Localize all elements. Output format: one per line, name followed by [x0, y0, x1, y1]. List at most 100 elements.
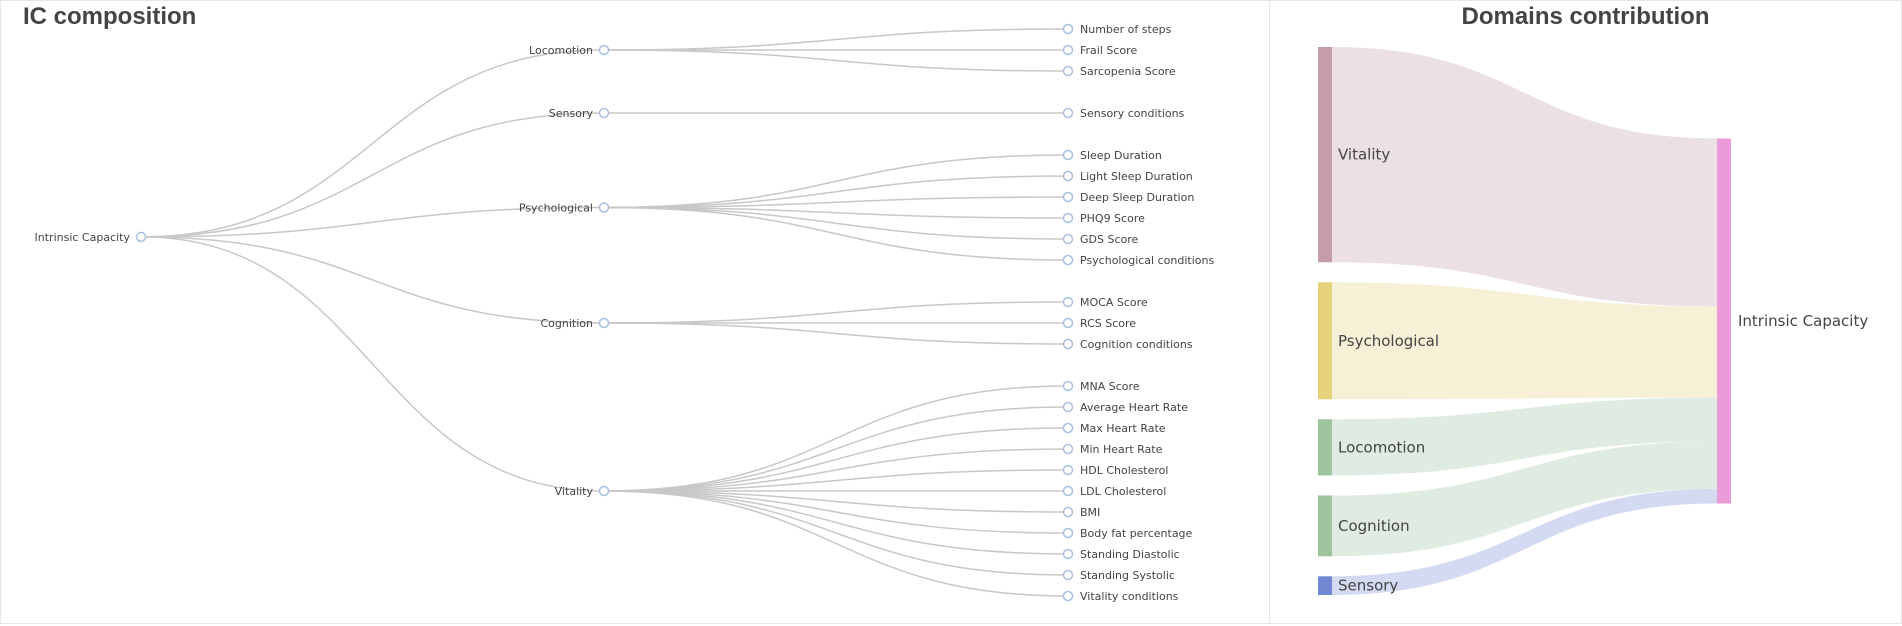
sankey-node-vitality[interactable]: [1318, 47, 1332, 263]
tree-label-rcs-score: RCS Score: [1080, 317, 1136, 330]
sankey-link-vitality[interactable]: [1332, 47, 1717, 307]
tree-node-sleep-duration[interactable]: [1062, 149, 1074, 161]
tree-label-psychological-conditions: Psychological conditions: [1080, 254, 1214, 267]
ic-composition-title: IC composition: [23, 3, 197, 30]
domains-contribution-sankey: Vitality Psychological Locomotion Cognition…: [1318, 47, 1868, 595]
sankey-label-cognition: Cognition: [1338, 517, 1410, 535]
tree-label-hdl-cholesterol: HDL Cholesterol: [1080, 464, 1168, 477]
tree-node-phq9-score[interactable]: [1062, 212, 1074, 224]
tree-link-vitality-vitality-conditions: [603, 490, 1069, 597]
tree-link-vitality-standing-systolic: [603, 490, 1069, 576]
sankey-link-sensory[interactable]: [1332, 488, 1717, 595]
tree-node-body-fat-percentage[interactable]: [1062, 527, 1074, 539]
tree-link-locomotion-number-of-steps: [603, 28, 1069, 51]
tree-node-bmi[interactable]: [1062, 506, 1074, 518]
tree-node-psychological[interactable]: [598, 202, 610, 213]
tree-label-root: Intrinsic Capacity: [35, 231, 131, 244]
tree-label-gds-score: GDS Score: [1080, 233, 1139, 246]
tree-label-locomotion: Locomotion: [529, 44, 593, 57]
tree-node-cognition-conditions[interactable]: [1062, 338, 1074, 350]
tree-link-vitality-max-heart-rate: [603, 427, 1069, 492]
sankey-node-psychological[interactable]: [1318, 282, 1332, 400]
tree-label-mna-score: MNA Score: [1080, 380, 1140, 393]
sankey-node-sensory[interactable]: [1318, 576, 1332, 595]
tree-node-standing-diastolic[interactable]: [1062, 548, 1074, 560]
tree-link-root-locomotion: [140, 49, 605, 238]
tree-label-bmi: BMI: [1080, 506, 1100, 519]
sankey-links: [1332, 47, 1717, 595]
tree-node-locomotion[interactable]: [598, 44, 610, 56]
tree-label-standing-diastolic: Standing Diastolic: [1080, 548, 1180, 561]
tree-label-phq9-score: PHQ9 Score: [1080, 212, 1145, 225]
tree-node-vitality[interactable]: [598, 485, 610, 497]
tree-node-deep-sleep-duration[interactable]: [1062, 191, 1074, 203]
tree-node-light-sleep-duration[interactable]: [1062, 170, 1074, 182]
sankey-label-sensory: Sensory: [1338, 577, 1398, 595]
tree-node-sensory-conditions[interactable]: [1062, 107, 1074, 119]
tree-link-cognition-cognition-conditions: [603, 322, 1069, 345]
tree-node-cognition[interactable]: [598, 317, 610, 329]
tree-label-light-sleep-duration: Light Sleep Duration: [1080, 170, 1193, 183]
sankey-label-psychological: Psychological: [1338, 332, 1439, 350]
tree-node-vitality-conditions[interactable]: [1062, 590, 1074, 602]
tree-link-cognition-moca-score: [603, 301, 1069, 324]
tree-label-cognition: Cognition: [541, 317, 594, 330]
tree-node-hdl-cholesterol[interactable]: [1062, 464, 1074, 476]
tree-node-number-of-steps[interactable]: [1062, 23, 1074, 35]
tree-link-root-psychological: [140, 206, 605, 238]
tree-node-average-heart-rate[interactable]: [1062, 401, 1074, 413]
tree-label-average-heart-rate: Average Heart Rate: [1080, 401, 1188, 414]
tree-node-gds-score[interactable]: [1062, 233, 1074, 245]
tree-link-psychological-light-sleep-duration: [603, 175, 1069, 209]
tree-label-sarcopenia-score: Sarcopenia Score: [1080, 65, 1176, 78]
tree-node-root[interactable]: [135, 231, 147, 243]
tree-link-root-vitality: [140, 236, 605, 492]
tree-label-sensory: Sensory: [549, 107, 594, 120]
tree-node-rcs-score[interactable]: [1062, 317, 1074, 329]
tree-link-psychological-psychological-conditions: [603, 206, 1069, 261]
tree-node-moca-score[interactable]: [1062, 296, 1074, 308]
tree-node-psychological-conditions[interactable]: [1062, 254, 1074, 266]
sankey-node-locomotion[interactable]: [1318, 419, 1332, 476]
domains-contribution-panel: Domains contribution Vitality Psychologic…: [1269, 0, 1902, 624]
tree-label-max-heart-rate: Max Heart Rate: [1080, 422, 1166, 435]
tree-link-root-cognition: [140, 236, 605, 324]
tree-label-standing-systolic: Standing Systolic: [1080, 569, 1175, 582]
tree-label-ldl-cholesterol: LDL Cholesterol: [1080, 485, 1166, 498]
tree-link-vitality-body-fat-percentage: [603, 490, 1069, 534]
ic-composition-panel: IC composition Intrinsic Capacity Locomot…: [0, 0, 1270, 624]
sankey-link-psychological[interactable]: [1332, 282, 1717, 400]
sankey-node-intrinsic-capacity[interactable]: [1717, 138, 1731, 504]
tree-link-locomotion-sarcopenia-score: [603, 49, 1069, 72]
sankey-node-cognition[interactable]: [1318, 495, 1332, 557]
tree-links: [140, 28, 1069, 597]
tree-node-sarcopenia-score[interactable]: [1062, 65, 1074, 77]
tree-node-min-heart-rate[interactable]: [1062, 443, 1074, 455]
tree-node-ldl-cholesterol[interactable]: [1062, 485, 1074, 497]
tree-link-vitality-standing-diastolic: [603, 490, 1069, 555]
tree-link-vitality-average-heart-rate: [603, 406, 1069, 492]
ic-composition-tree: Intrinsic Capacity Locomotion Number of st…: [35, 23, 1215, 603]
tree-node-frail-score[interactable]: [1062, 44, 1074, 56]
tree-link-vitality-hdl-cholesterol: [603, 469, 1069, 492]
sankey-link-locomotion[interactable]: [1332, 397, 1717, 476]
tree-link-psychological-gds-score: [603, 206, 1069, 240]
tree-label-min-heart-rate: Min Heart Rate: [1080, 443, 1163, 456]
tree-label-psychological: Psychological: [519, 202, 593, 215]
tree-link-psychological-deep-sleep-duration: [603, 196, 1069, 209]
tree-link-psychological-sleep-duration: [603, 154, 1069, 209]
tree-node-standing-systolic[interactable]: [1062, 569, 1074, 581]
tree-label-body-fat-percentage: Body fat percentage: [1080, 527, 1193, 540]
tree-label-deep-sleep-duration: Deep Sleep Duration: [1080, 191, 1194, 204]
sankey-nodes: Vitality Psychological Locomotion Cognition…: [1318, 47, 1868, 595]
tree-link-vitality-bmi: [603, 490, 1069, 513]
domains-contribution-title: Domains contribution: [1461, 3, 1710, 30]
tree-label-number-of-steps: Number of steps: [1080, 23, 1172, 36]
tree-node-mna-score[interactable]: [1062, 380, 1074, 392]
tree-label-frail-score: Frail Score: [1080, 44, 1137, 57]
tree-link-vitality-mna-score: [603, 385, 1069, 492]
tree-node-max-heart-rate[interactable]: [1062, 422, 1074, 434]
tree-node-sensory[interactable]: [598, 107, 610, 119]
sankey-link-cognition[interactable]: [1332, 441, 1717, 557]
